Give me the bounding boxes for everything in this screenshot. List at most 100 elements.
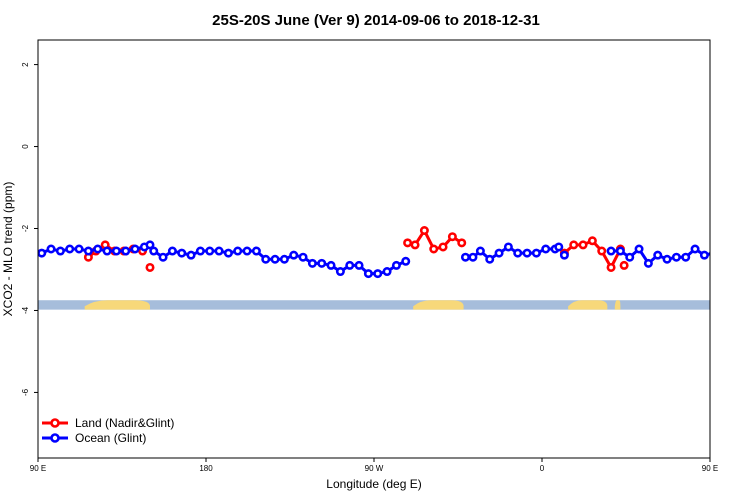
data-point (307, 258, 317, 268)
data-point (38, 248, 47, 258)
data-point (569, 240, 579, 250)
data-point (251, 246, 261, 256)
y-axis-label: XCO2 - MLO trend (ppm) (1, 182, 15, 317)
data-point (729, 248, 735, 254)
data-point (186, 250, 196, 260)
data-point (391, 260, 401, 270)
data-point (494, 248, 504, 258)
data-point (625, 252, 635, 262)
data-point (177, 248, 187, 258)
land-region (84, 300, 150, 310)
data-point (158, 252, 168, 262)
data-point (559, 250, 569, 260)
y-tick-label: 0 (21, 144, 30, 149)
y-tick-label: -2 (21, 224, 30, 232)
data-point (419, 226, 429, 236)
data-point (587, 236, 597, 246)
data-point (354, 260, 364, 270)
y-tick-label: -4 (21, 306, 30, 314)
data-point (541, 244, 551, 254)
data-point (401, 256, 411, 266)
data-point (121, 246, 131, 256)
data-point (429, 244, 439, 254)
data-point (205, 246, 215, 256)
data-point (681, 252, 691, 262)
chart-title: 25S-20S June (Ver 9) 2014-09-06 to 2018-… (212, 12, 540, 29)
data-point (615, 246, 625, 256)
legend: Land (Nadir&Glint)Ocean (Glint) (42, 416, 174, 445)
data-point (468, 252, 478, 262)
data-point (619, 260, 629, 270)
data-point (373, 269, 383, 279)
data-point (699, 250, 709, 260)
data-point (233, 246, 243, 256)
data-point (345, 260, 355, 270)
data-point (335, 267, 345, 277)
x-axis-label: Longitude (deg E) (326, 477, 421, 491)
data-point (317, 258, 327, 268)
data-point (326, 260, 336, 270)
land-mask (38, 300, 710, 310)
data-point (111, 246, 121, 256)
data-point (606, 262, 616, 272)
data-point (690, 244, 700, 254)
data-point (739, 248, 745, 254)
legend-swatch-marker (50, 418, 60, 428)
data-point (485, 254, 495, 264)
data-point (503, 242, 513, 252)
data-point (74, 244, 84, 254)
land-region (413, 300, 464, 310)
data-point (410, 240, 420, 250)
data-point (55, 246, 65, 256)
x-tick-label: 0 (540, 464, 545, 473)
data-point (242, 246, 252, 256)
data-point (438, 242, 448, 252)
data-point (720, 246, 726, 252)
data-point (261, 254, 271, 264)
data-point (102, 246, 112, 256)
data-point (653, 250, 663, 260)
legend-swatch-marker (50, 433, 60, 443)
data-point (289, 250, 299, 260)
data-point (578, 240, 588, 250)
x-tick-label: 90 E (702, 464, 718, 473)
data-point (195, 246, 205, 256)
series-ocean (38, 240, 745, 279)
data-point (83, 246, 93, 256)
legend-label: Land (Nadir&Glint) (75, 416, 174, 430)
data-point (554, 242, 564, 252)
data-point (513, 248, 523, 258)
data-point (597, 246, 607, 256)
data-point (167, 246, 177, 256)
data-point (279, 254, 289, 264)
data-point (93, 244, 103, 254)
data-point (634, 244, 644, 254)
land-region (568, 300, 608, 310)
data-point (460, 252, 470, 262)
data-point (671, 252, 681, 262)
x-tick-label: 90 E (30, 464, 46, 473)
data-point (130, 244, 140, 254)
data-point (447, 232, 457, 242)
data-point (363, 269, 373, 279)
data-point (270, 254, 280, 264)
data-point (214, 246, 224, 256)
data-point (457, 238, 467, 248)
data-point (709, 250, 710, 256)
x-tick-label: 90 W (365, 464, 384, 473)
data-point (65, 244, 75, 254)
data-point (531, 248, 541, 258)
data-point (145, 262, 155, 272)
data-point (643, 258, 653, 268)
data-point (298, 252, 308, 262)
legend-label: Ocean (Glint) (75, 431, 146, 445)
y-tick-label: 2 (21, 62, 30, 67)
data-point (149, 246, 159, 256)
data-point (403, 238, 413, 248)
data-point (662, 254, 672, 264)
data-point (382, 267, 392, 277)
data-point (145, 240, 155, 250)
series-line (152, 249, 407, 276)
data-point (475, 246, 485, 256)
